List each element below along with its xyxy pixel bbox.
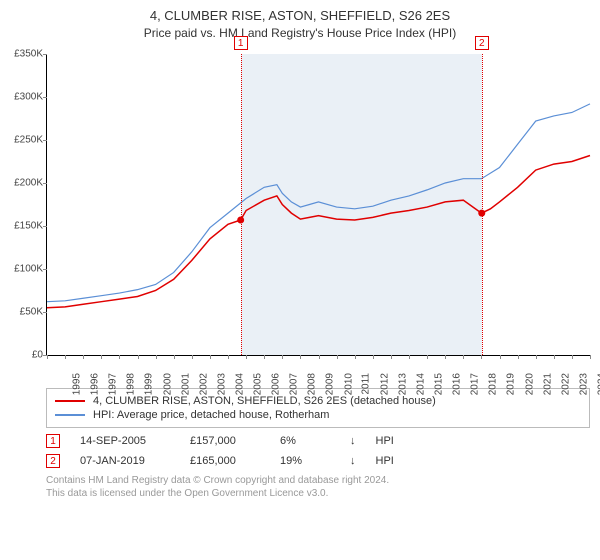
x-axis-label: 2007 <box>288 373 299 395</box>
y-axis-label: £350K <box>3 49 43 60</box>
marker-box: 2 <box>475 36 489 50</box>
legend-label: 4, CLUMBER RISE, ASTON, SHEFFIELD, S26 2… <box>93 395 436 407</box>
series-line-price_paid <box>47 155 590 307</box>
x-axis-label: 2023 <box>578 373 589 395</box>
marker-line <box>241 54 242 355</box>
plot-region: £0£50K£100K£150K£200K£250K£300K£350K12 <box>46 54 590 356</box>
chart-area: £0£50K£100K£150K£200K£250K£300K£350K12 1… <box>46 54 590 384</box>
x-axis-label: 2019 <box>506 373 517 395</box>
x-axis-label: 2020 <box>524 373 535 395</box>
sale-marker-box: 1 <box>46 434 60 448</box>
chart-title: 4, CLUMBER RISE, ASTON, SHEFFIELD, S26 2… <box>0 8 600 23</box>
chart-container: 4, CLUMBER RISE, ASTON, SHEFFIELD, S26 2… <box>0 0 600 560</box>
x-axis-label: 1997 <box>107 373 118 395</box>
x-axis-label: 1996 <box>89 373 100 395</box>
marker-line <box>482 54 483 355</box>
x-axis-label: 2021 <box>542 373 553 395</box>
sale-ref: HPI <box>376 435 394 447</box>
x-axis-label: 2013 <box>397 373 408 395</box>
legend-swatch <box>55 400 85 402</box>
legend-row: HPI: Average price, detached house, Roth… <box>55 409 581 421</box>
sale-date: 07-JAN-2019 <box>80 455 170 467</box>
x-axis-label: 2008 <box>307 373 318 395</box>
sale-records: 1 14-SEP-2005 £157,000 6% ↓ HPI 2 07-JAN… <box>46 434 590 468</box>
footer-line2: This data is licensed under the Open Gov… <box>46 487 590 500</box>
y-axis-label: £200K <box>3 178 43 189</box>
sale-delta: 19% <box>280 455 330 467</box>
legend-label: HPI: Average price, detached house, Roth… <box>93 409 329 421</box>
x-axis-label: 1995 <box>71 373 82 395</box>
title-block: 4, CLUMBER RISE, ASTON, SHEFFIELD, S26 2… <box>0 0 600 44</box>
footer-line1: Contains HM Land Registry data © Crown c… <box>46 474 590 487</box>
x-axis-label: 2002 <box>198 373 209 395</box>
sale-price: £157,000 <box>190 435 260 447</box>
x-axis-label: 2018 <box>488 373 499 395</box>
sale-ref: HPI <box>376 455 394 467</box>
x-axis-label: 2000 <box>162 373 173 395</box>
series-line-hpi <box>47 104 590 302</box>
chart-subtitle: Price paid vs. HM Land Registry's House … <box>0 26 600 40</box>
x-axis-label: 2001 <box>180 373 191 395</box>
x-axis-label: 2012 <box>379 373 390 395</box>
x-axis-label: 2017 <box>469 373 480 395</box>
sale-arrow-icon: ↓ <box>350 455 356 467</box>
x-axis-label: 2003 <box>216 373 227 395</box>
y-axis-label: £100K <box>3 264 43 275</box>
y-axis-label: £150K <box>3 221 43 232</box>
x-axis-label: 1999 <box>144 373 155 395</box>
legend-row: 4, CLUMBER RISE, ASTON, SHEFFIELD, S26 2… <box>55 395 581 407</box>
x-axis-label: 2014 <box>415 373 426 395</box>
marker-box: 1 <box>234 36 248 50</box>
x-axis-label: 2016 <box>451 373 462 395</box>
line-svg <box>47 54 590 355</box>
footer: Contains HM Land Registry data © Crown c… <box>46 474 590 500</box>
sale-marker-box: 2 <box>46 454 60 468</box>
sale-price: £165,000 <box>190 455 260 467</box>
y-axis-label: £300K <box>3 92 43 103</box>
sale-delta: 6% <box>280 435 330 447</box>
y-axis-label: £250K <box>3 135 43 146</box>
x-axis-label: 2010 <box>343 373 354 395</box>
x-axis-label: 2006 <box>270 373 281 395</box>
x-axis-label: 2022 <box>560 373 571 395</box>
y-axis-label: £50K <box>3 307 43 318</box>
x-axis-label: 2011 <box>360 373 371 395</box>
x-axis-label: 2015 <box>433 373 444 395</box>
y-axis-label: £0 <box>3 350 43 361</box>
x-axis-label: 2024 <box>596 373 600 395</box>
x-axis-label: 1998 <box>126 373 137 395</box>
x-axis-label: 2005 <box>252 373 263 395</box>
sale-date: 14-SEP-2005 <box>80 435 170 447</box>
sale-row: 1 14-SEP-2005 £157,000 6% ↓ HPI <box>46 434 590 448</box>
x-axis-label: 2004 <box>234 373 245 395</box>
x-axis-label: 2009 <box>325 373 336 395</box>
sale-arrow-icon: ↓ <box>350 435 356 447</box>
sale-row: 2 07-JAN-2019 £165,000 19% ↓ HPI <box>46 454 590 468</box>
legend-swatch <box>55 414 85 416</box>
